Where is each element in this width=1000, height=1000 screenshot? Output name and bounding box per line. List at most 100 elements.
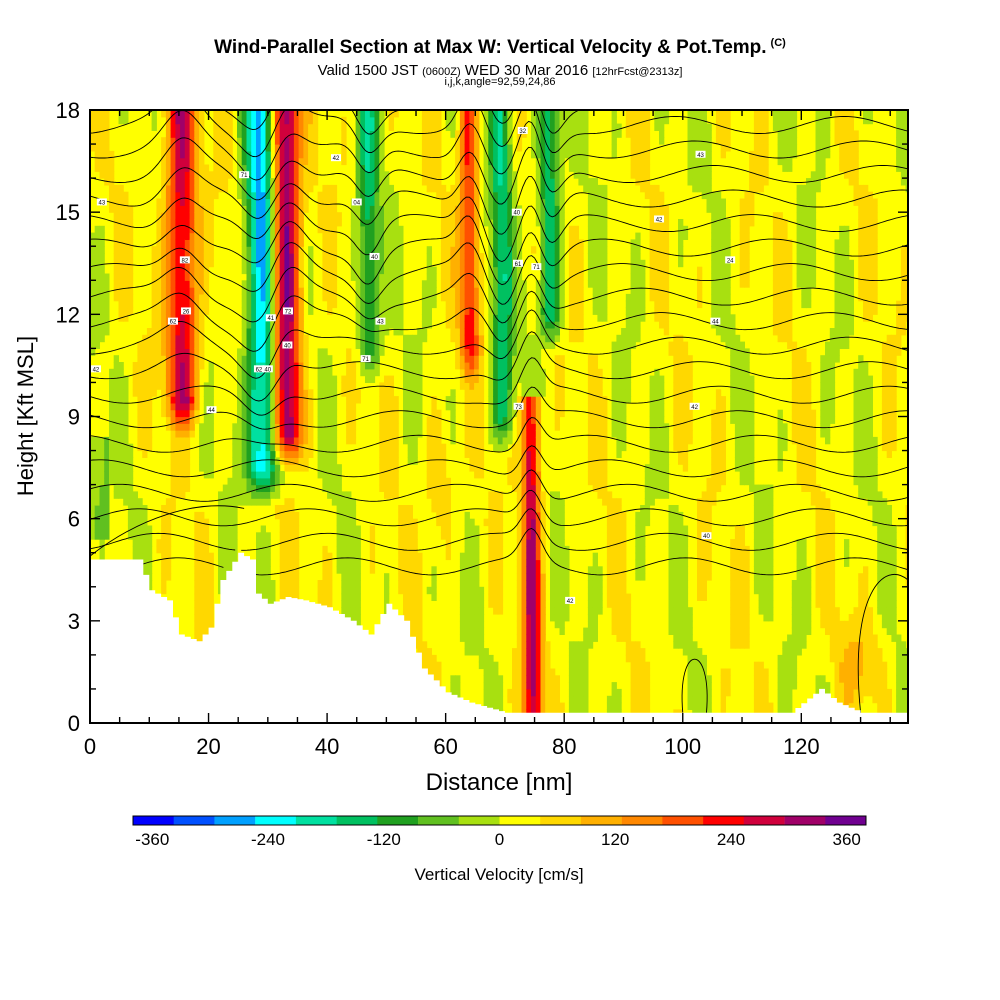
w-cell (502, 341, 508, 349)
w-cell (104, 300, 110, 309)
w-cell (412, 450, 418, 458)
w-cell (535, 321, 542, 329)
w-cell (94, 293, 100, 302)
w-cell (331, 430, 338, 438)
w-cell (222, 137, 229, 145)
w-cell (246, 355, 252, 363)
w-cell (497, 184, 504, 193)
w-cell (393, 471, 399, 479)
w-cell (464, 150, 470, 159)
w-cell (265, 307, 271, 315)
w-cell (379, 307, 385, 315)
w-cell (403, 511, 409, 520)
w-cell (90, 436, 96, 445)
w-cell (109, 471, 115, 479)
w-cell (308, 266, 314, 275)
w-cell (227, 130, 233, 138)
w-cell (199, 593, 205, 601)
w-cell (199, 443, 205, 452)
w-cell (488, 702, 494, 710)
w-cell (279, 580, 285, 588)
w-cell (246, 382, 252, 390)
w-cell (374, 259, 380, 268)
w-cell (384, 253, 390, 261)
w-cell (137, 430, 143, 438)
w-cell (265, 164, 271, 172)
w-cell (388, 198, 394, 206)
w-cell (284, 389, 290, 397)
w-cell (241, 259, 247, 268)
w-cell (393, 321, 399, 329)
w-cell (440, 266, 447, 275)
w-cell (170, 321, 176, 329)
w-cell (502, 423, 508, 431)
w-cell (265, 552, 271, 561)
w-cell (256, 580, 262, 588)
w-cell (293, 137, 300, 145)
w-cell (118, 484, 124, 492)
w-cell (237, 123, 243, 131)
w-cell (222, 144, 229, 152)
w-cell (355, 293, 361, 302)
w-cell (165, 266, 172, 275)
w-cell (526, 389, 532, 397)
w-cell (118, 219, 124, 227)
w-cell (426, 273, 432, 281)
w-cell (298, 334, 304, 343)
w-cell (161, 212, 167, 220)
w-cell (194, 191, 200, 200)
w-cell (90, 341, 96, 349)
w-cell (388, 239, 394, 247)
w-cell (94, 477, 100, 486)
w-cell (123, 389, 129, 397)
w-cell (241, 348, 247, 356)
w-cell (194, 511, 200, 520)
w-cell (289, 144, 295, 152)
w-cell (199, 341, 205, 349)
w-cell (241, 491, 247, 499)
w-cell (293, 409, 300, 418)
w-cell (293, 178, 300, 186)
w-cell (251, 116, 257, 125)
w-cell (303, 110, 309, 118)
w-cell (488, 239, 494, 247)
w-cell (502, 191, 508, 200)
w-cell (421, 157, 428, 166)
w-cell (260, 409, 266, 418)
w-cell (241, 191, 247, 200)
w-cell (322, 464, 328, 472)
w-cell (327, 280, 333, 288)
w-cell (431, 668, 437, 676)
w-cell (407, 362, 413, 370)
w-cell (274, 178, 281, 186)
w-cell (388, 259, 394, 268)
w-cell (365, 293, 371, 302)
w-cell (256, 532, 262, 540)
w-cell (455, 171, 461, 179)
w-cell (478, 423, 485, 431)
w-cell (308, 430, 314, 438)
w-cell (459, 239, 466, 247)
w-cell (474, 246, 480, 254)
w-cell (535, 661, 542, 670)
w-cell (365, 212, 371, 220)
w-cell (535, 498, 542, 506)
w-cell (256, 348, 262, 356)
w-cell (251, 205, 257, 213)
w-cell (497, 362, 504, 370)
w-cell (165, 559, 172, 567)
w-cell (531, 505, 537, 513)
w-cell (464, 368, 470, 377)
w-cell (497, 116, 504, 125)
w-cell (436, 477, 442, 486)
w-cell (265, 498, 271, 506)
w-cell (260, 559, 266, 567)
w-cell (170, 389, 176, 397)
w-cell (521, 688, 527, 697)
w-cell (450, 334, 456, 343)
w-cell (412, 341, 418, 349)
w-cell (241, 137, 247, 145)
w-cell (274, 484, 281, 492)
w-cell (346, 430, 352, 438)
w-cell (284, 259, 290, 268)
